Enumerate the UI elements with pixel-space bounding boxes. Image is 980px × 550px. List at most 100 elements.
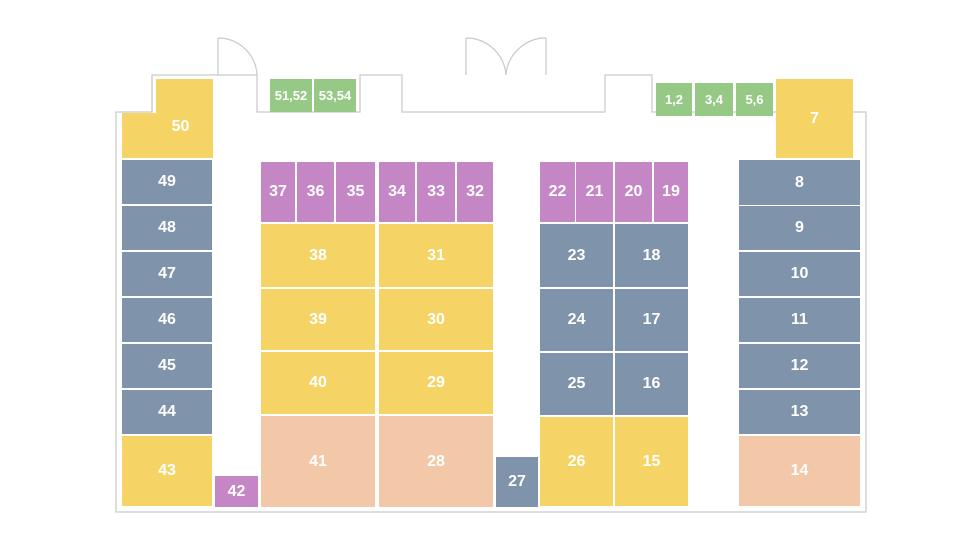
booth-41[interactable]: 41 [261, 416, 375, 507]
booth-label: 25 [567, 375, 586, 392]
booth-label: 27 [508, 473, 526, 490]
booth-28[interactable]: 28 [379, 416, 493, 507]
booth-label: 5,6 [745, 92, 764, 107]
booth-38[interactable]: 38 [261, 224, 375, 287]
booth-label: 24 [567, 311, 586, 328]
booth-47[interactable]: 47 [122, 252, 212, 296]
booth-51-52[interactable]: 51,52 [270, 79, 312, 112]
booth-33[interactable]: 33 [417, 162, 455, 222]
booth-10[interactable]: 10 [739, 252, 860, 296]
booth-53-54[interactable]: 53,54 [314, 79, 356, 112]
booth-label: 14 [790, 462, 809, 479]
booth-label: 15 [642, 452, 661, 470]
booth-21[interactable]: 21 [576, 162, 613, 222]
booth-label: 32 [466, 183, 484, 200]
booth-32[interactable]: 32 [457, 162, 493, 222]
booth-label: 8 [795, 173, 804, 191]
booth-43[interactable]: 43 [122, 436, 212, 506]
booth-29[interactable]: 29 [379, 352, 493, 414]
booth-18[interactable]: 18 [615, 224, 688, 287]
booth-45[interactable]: 45 [122, 344, 212, 388]
booth-label: 39 [309, 310, 327, 328]
booth-label: 22 [548, 183, 567, 200]
booth-13[interactable]: 13 [739, 390, 860, 434]
booth-label: 49 [158, 173, 176, 190]
booth-20[interactable]: 20 [615, 162, 652, 222]
booth-40[interactable]: 40 [261, 352, 375, 414]
booth-46[interactable]: 46 [122, 298, 212, 342]
booth-label: 30 [427, 310, 445, 328]
booth-label: 12 [790, 357, 809, 374]
booth-label: 17 [642, 311, 661, 328]
booth-label: 51,52 [274, 88, 308, 103]
booth-label: 34 [388, 183, 406, 200]
booth-22[interactable]: 22 [540, 162, 575, 222]
booth-25[interactable]: 25 [540, 353, 613, 415]
booth-label: 50 [171, 117, 190, 135]
booth-label: 9 [795, 219, 804, 236]
booth-label: 43 [158, 462, 176, 479]
booth-36[interactable]: 36 [297, 162, 334, 222]
booth-label: 16 [642, 375, 661, 392]
booth-14[interactable]: 14 [739, 436, 860, 506]
booth-7[interactable]: 7 [776, 79, 853, 158]
booth-30[interactable]: 30 [379, 289, 493, 350]
booth-label: 38 [309, 246, 327, 264]
booth-label: 36 [306, 183, 325, 200]
booth-label: 44 [158, 403, 176, 420]
booth-44[interactable]: 44 [122, 390, 212, 434]
booth-9[interactable]: 9 [739, 206, 860, 250]
booth-15[interactable]: 15 [615, 417, 688, 506]
booth-label: 48 [158, 219, 176, 236]
booth-label: 13 [790, 403, 809, 420]
booth-39[interactable]: 39 [261, 289, 375, 350]
booth-16[interactable]: 16 [615, 353, 688, 415]
booth-label: 42 [227, 482, 246, 500]
double-door-icon [465, 37, 547, 76]
booth-23[interactable]: 23 [540, 224, 613, 287]
booth-label: 41 [309, 452, 327, 470]
booth-label: 53,54 [318, 88, 352, 103]
booth-label: 35 [346, 183, 365, 200]
booth-35[interactable]: 35 [336, 162, 375, 222]
booth-49[interactable]: 49 [122, 160, 212, 204]
booth-label: 46 [158, 311, 176, 328]
booth-1-2[interactable]: 1,2 [656, 83, 692, 116]
booth-label: 47 [158, 265, 176, 282]
booth-label: 29 [427, 374, 445, 391]
booth-label: 23 [567, 246, 586, 264]
booth-label: 19 [662, 183, 680, 200]
booth-3-4[interactable]: 3,4 [695, 83, 733, 116]
booth-label: 40 [309, 374, 327, 391]
booth-26[interactable]: 26 [540, 417, 613, 506]
booth-label: 7 [810, 109, 819, 127]
door-icon [217, 37, 258, 76]
booth-24[interactable]: 24 [540, 289, 613, 351]
booth-50-shape [122, 79, 213, 158]
booth-label: 10 [790, 265, 809, 282]
booth-label: 3,4 [704, 92, 724, 107]
booth-17[interactable]: 17 [615, 289, 688, 351]
booth-42[interactable]: 42 [215, 476, 258, 507]
booth-31[interactable]: 31 [379, 224, 493, 287]
booth-label: 37 [269, 183, 287, 200]
booth-11[interactable]: 11 [739, 298, 860, 342]
booth-50[interactable]: 50 [122, 79, 213, 158]
booth-label: 28 [427, 452, 445, 470]
booth-label: 26 [567, 452, 586, 470]
booth-37[interactable]: 37 [261, 162, 295, 222]
booth-19[interactable]: 19 [654, 162, 688, 222]
booth-label: 21 [585, 183, 604, 200]
booth-34[interactable]: 34 [379, 162, 415, 222]
booth-label: 20 [624, 183, 643, 200]
booth-label: 45 [158, 357, 176, 374]
booth-label: 1,2 [664, 92, 684, 107]
booth-5-6[interactable]: 5,6 [736, 83, 773, 116]
booth-27[interactable]: 27 [496, 457, 538, 507]
booth-12[interactable]: 12 [739, 344, 860, 388]
booth-8[interactable]: 8 [739, 160, 860, 205]
booth-label: 11 [791, 311, 808, 328]
booth-label: 18 [642, 246, 661, 264]
booth-48[interactable]: 48 [122, 206, 212, 250]
